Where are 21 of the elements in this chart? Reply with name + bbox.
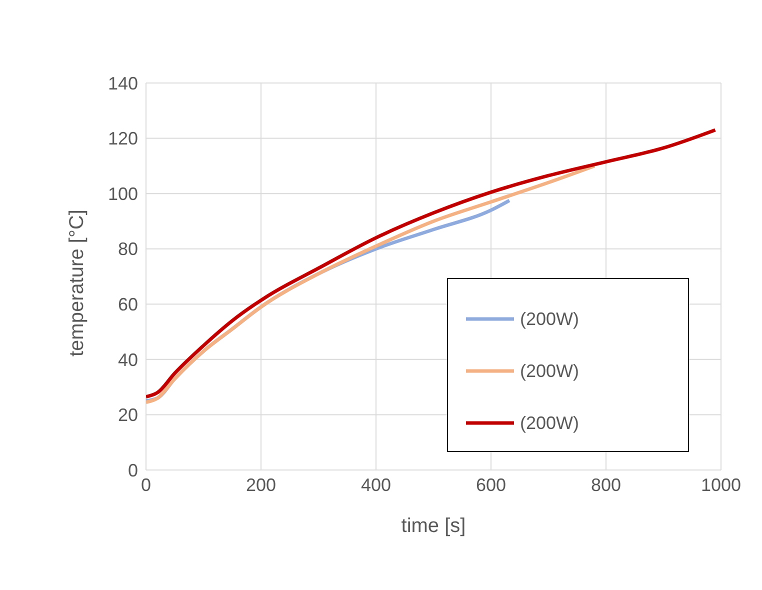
x-axis-title: time [s] [401,515,466,537]
y-tick-label: 60 [118,294,138,315]
legend-label: (200W) [520,360,580,382]
y-tick-label: 120 [108,128,138,149]
line-series [146,128,717,398]
y-tick-label: 20 [118,405,138,426]
x-tick-label: 1000 [700,474,742,495]
x-tick-label: 0 [140,474,152,495]
y-tick-label: 40 [118,350,138,370]
y-tick-label: 80 [118,239,138,260]
legend-label: (200W) [520,412,580,434]
y-tick-label: 140 [108,73,138,94]
y-axis-title: temperature [°C] [66,210,88,356]
line-series [146,164,596,404]
y-tick-label: 0 [128,460,138,480]
x-tick-label: 800 [590,474,622,495]
x-tick-label: 400 [360,474,392,495]
x-tick-label: 600 [476,474,506,495]
legend-label: (200W) [520,308,580,330]
x-tick-label: 200 [246,474,276,495]
y-tick-label: 100 [108,184,138,204]
